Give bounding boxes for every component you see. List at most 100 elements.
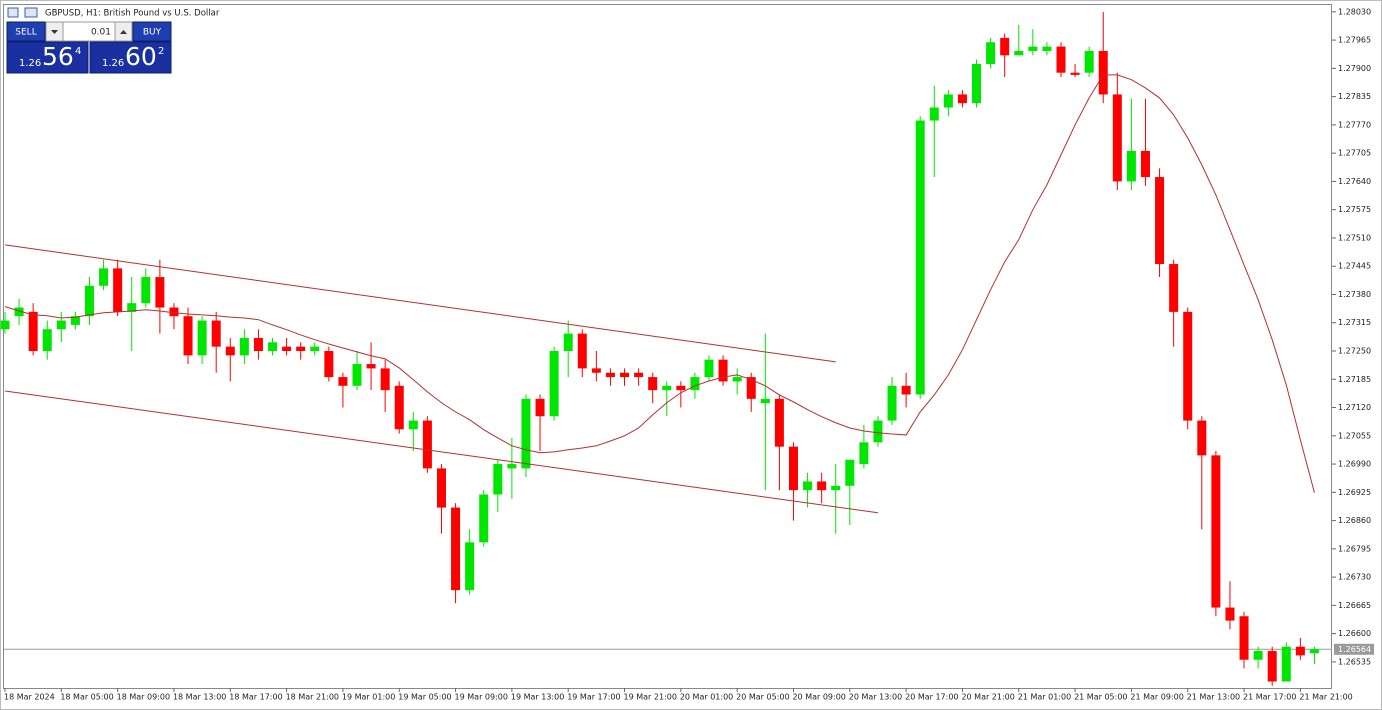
candle-body	[634, 372, 644, 378]
buy-pips: 60	[125, 42, 157, 71]
x-tick-label: 21 Mar 21:00	[1299, 693, 1352, 702]
candle-body	[563, 333, 573, 352]
candle-body	[1225, 607, 1235, 621]
candle-body	[986, 42, 996, 65]
y-tick-label: 1.27900	[1338, 64, 1371, 73]
candle-body	[1070, 72, 1080, 75]
candle-body	[591, 368, 601, 373]
x-tick-label: 21 Mar 05:00	[1074, 693, 1127, 702]
x-tick-label: 18 Mar 13:00	[173, 693, 226, 702]
candle-body	[887, 385, 897, 421]
candle-body	[211, 320, 221, 347]
buy-label[interactable]: BUY	[143, 28, 162, 38]
candle-body	[14, 307, 24, 317]
y-tick-label: 1.26990	[1338, 460, 1371, 469]
trendline	[4, 244, 836, 363]
y-tick-label: 1.27510	[1338, 233, 1371, 242]
candle-body	[1126, 150, 1136, 182]
candle-body	[1084, 50, 1094, 73]
candle-body	[718, 359, 728, 382]
x-tick-label: 21 Mar 09:00	[1130, 693, 1183, 702]
y-tick-label: 1.27380	[1338, 290, 1371, 299]
candle-body	[422, 420, 432, 469]
sell-big-figure: 1.26	[19, 58, 41, 69]
candle-body	[451, 507, 461, 591]
x-tick-label: 19 Mar 13:00	[511, 693, 564, 702]
chart-title: GBPUSD, H1: British Pound vs U.S. Dollar	[45, 9, 220, 19]
candle-body	[803, 481, 813, 491]
candle-body	[479, 494, 489, 543]
y-tick-label: 1.26600	[1338, 629, 1371, 638]
candle-body	[1112, 94, 1122, 182]
candle-body	[113, 268, 123, 312]
candle-body	[1000, 37, 1010, 56]
candle-body	[310, 346, 320, 352]
x-tick-label: 18 Mar 21:00	[286, 693, 339, 702]
y-tick-label: 1.26665	[1338, 601, 1371, 610]
y-tick-label: 1.27640	[1338, 177, 1371, 186]
buy-price-box[interactable]	[89, 41, 172, 74]
candle-body	[521, 398, 531, 469]
buy-button[interactable]	[132, 21, 172, 42]
candle-body	[56, 320, 66, 330]
candle-body	[239, 337, 249, 356]
y-tick-label: 1.27445	[1338, 262, 1371, 271]
candle-body	[957, 94, 967, 104]
candle-body	[577, 333, 587, 369]
x-tick-label: 21 Mar 13:00	[1187, 693, 1240, 702]
candle-body	[225, 346, 235, 356]
symbol-icons	[7, 7, 38, 18]
x-tick-label: 20 Mar 13:00	[849, 693, 902, 702]
candle-body	[296, 346, 306, 352]
moving-average	[4, 74, 1315, 493]
candle-body	[28, 311, 38, 352]
y-tick-label: 1.27835	[1338, 92, 1371, 101]
x-tick-label: 20 Mar 09:00	[792, 693, 845, 702]
x-tick-label: 21 Mar 01:00	[1018, 693, 1071, 702]
candle-body	[859, 442, 869, 465]
candle-body	[1098, 50, 1108, 95]
trendline	[4, 390, 879, 514]
y-tick-label: 1.27315	[1338, 318, 1371, 327]
x-tick-label: 18 Mar 05:00	[60, 693, 113, 702]
sell-label[interactable]: SELL	[15, 28, 36, 38]
x-tick-label: 20 Mar 01:00	[680, 693, 733, 702]
y-tick-label: 1.27120	[1338, 403, 1371, 412]
current-price-box	[1334, 643, 1374, 655]
candle-body	[338, 377, 348, 386]
sell-price-box[interactable]	[6, 41, 89, 74]
candle-body	[690, 377, 700, 391]
candle-body	[1042, 46, 1052, 51]
sell-point: 4	[75, 46, 81, 57]
y-tick-label: 1.27770	[1338, 120, 1371, 129]
y-tick-label: 1.27250	[1338, 347, 1371, 356]
candle-body	[1267, 651, 1277, 682]
candle-body	[380, 368, 390, 391]
x-tick-label: 19 Mar 05:00	[398, 693, 451, 702]
sell-button[interactable]	[6, 21, 46, 42]
candle-body	[817, 481, 827, 491]
arrow-down	[51, 30, 58, 34]
buy-point: 2	[158, 46, 164, 57]
candle-body	[535, 398, 545, 417]
x-tick-label: 20 Mar 05:00	[736, 693, 789, 702]
candle-body	[324, 351, 334, 378]
candle-body	[662, 385, 672, 391]
candle-body	[70, 316, 80, 325]
candle-body	[873, 420, 883, 443]
x-tick-label: 20 Mar 21:00	[961, 693, 1014, 702]
candle-body	[268, 342, 278, 352]
y-tick-label: 1.26535	[1338, 657, 1371, 666]
candle-body	[1014, 50, 1024, 56]
buy-big-figure: 1.26	[102, 58, 124, 69]
x-tick-label: 20 Mar 17:00	[905, 693, 958, 702]
candle-body	[831, 485, 841, 491]
y-tick-label: 1.27055	[1338, 431, 1371, 440]
candle-body	[141, 277, 151, 304]
candle-body	[746, 377, 756, 399]
candle-body	[436, 468, 446, 508]
candle-body	[282, 346, 292, 352]
